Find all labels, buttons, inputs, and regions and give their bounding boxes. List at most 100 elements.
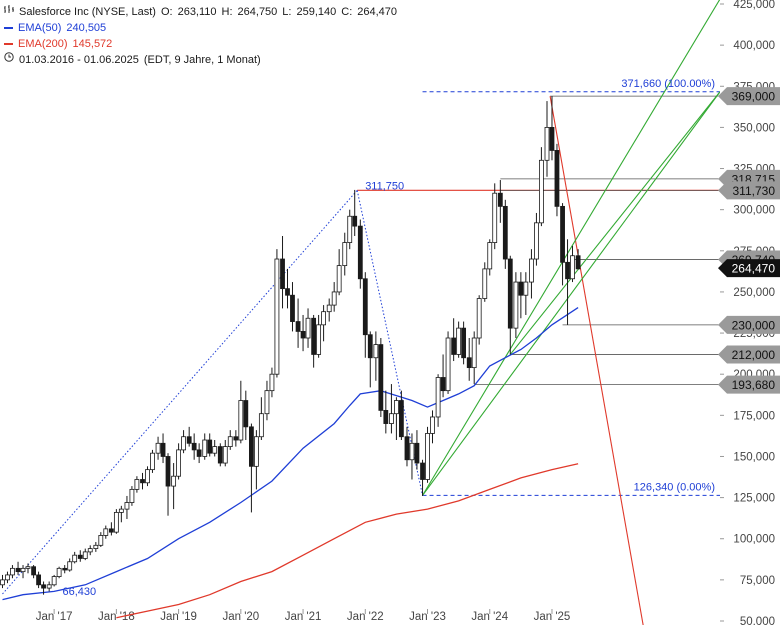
- y-tick-label: 300,000: [733, 205, 775, 217]
- candle-body: [554, 150, 560, 207]
- candle-body: [25, 566, 31, 569]
- candle-body: [461, 327, 467, 359]
- candle-body: [253, 436, 259, 467]
- price-marker-label-bg: [718, 181, 780, 200]
- candle-body: [347, 215, 353, 243]
- annotation-label: 66,430: [62, 586, 96, 598]
- ema50-value: 240,505: [66, 22, 107, 34]
- candle-body: [362, 278, 368, 336]
- candle-body: [367, 334, 373, 359]
- candle-body: [466, 357, 472, 369]
- x-tick-label: Jan '22: [347, 611, 384, 623]
- price-marker-label: 230,000: [732, 318, 776, 332]
- y-tick-label: 100,000: [733, 534, 775, 546]
- candle-body: [191, 442, 197, 451]
- close-label: C:: [341, 6, 353, 18]
- y-tick-label: 125,000: [733, 493, 775, 505]
- price-marker-label-bg: [718, 87, 780, 106]
- price-marker-label-bg: [718, 375, 780, 394]
- candle-body: [378, 344, 384, 411]
- ema50-line: [2, 307, 579, 601]
- candle-body: [398, 400, 404, 438]
- y-tick-label: 50,000: [740, 616, 775, 625]
- x-tick-label: Jan '21: [285, 611, 322, 623]
- ema200-value: 145,572: [72, 38, 113, 50]
- candle-body: [534, 222, 539, 260]
- candle-body: [36, 574, 41, 586]
- legend: Salesforce Inc (NYSE, Last) O: 263,110 H:…: [4, 4, 397, 68]
- y-tick-label: 75,000: [740, 575, 775, 587]
- candle-body: [249, 426, 254, 467]
- candle-body: [82, 551, 88, 559]
- candle-body: [186, 436, 192, 444]
- candle-body: [129, 488, 135, 503]
- trendline: [509, 91, 720, 355]
- candle-body: [155, 442, 161, 454]
- open-value: 263,110: [177, 6, 217, 18]
- candle-body: [420, 462, 425, 480]
- last-price-label: 264,470: [732, 262, 776, 276]
- candle-body: [62, 567, 68, 571]
- candle-body: [357, 225, 363, 280]
- candle-body: [196, 449, 202, 457]
- candle-body: [274, 258, 280, 375]
- candle-body: [140, 479, 145, 484]
- x-tick-label: Jan '18: [98, 611, 135, 623]
- candle-body: [326, 304, 332, 313]
- ema200-label: EMA(200): [18, 38, 68, 50]
- candle-body: [492, 192, 498, 243]
- candle-body: [539, 159, 544, 224]
- candle-body: [176, 449, 181, 477]
- open-label: O:: [160, 6, 173, 18]
- candle-body: [217, 446, 223, 464]
- x-tick-label: Jan '19: [160, 611, 197, 623]
- candle-body: [15, 567, 21, 573]
- chart-title: Salesforce Inc (NYSE, Last): [19, 6, 156, 18]
- close-value: 264,470: [357, 6, 398, 18]
- high-label: H:: [221, 6, 233, 18]
- candle-body: [471, 337, 477, 369]
- candle-body: [435, 377, 441, 418]
- candle-body: [238, 400, 244, 441]
- candle-body: [482, 268, 488, 299]
- trendline: [2, 190, 358, 595]
- candle-body: [383, 409, 389, 424]
- candle-body: [440, 377, 446, 392]
- ema200-swatch: [4, 43, 13, 45]
- candle-body: [414, 442, 420, 464]
- candle-body: [202, 439, 208, 457]
- candle-body: [222, 446, 228, 464]
- fib-label: 126,340 (0.00%): [634, 481, 715, 493]
- candle-body: [145, 469, 150, 484]
- candle-body: [560, 205, 565, 263]
- candle-body: [487, 242, 493, 270]
- candle-body: [389, 413, 394, 424]
- legend-ema50-row: EMA(50) 240,505: [4, 20, 397, 36]
- date-range: 01.03.2016 - 01.06.2025: [19, 54, 139, 66]
- candle-body: [352, 215, 358, 227]
- candle-body: [108, 528, 114, 533]
- candle-body: [311, 317, 317, 355]
- candle-body: [67, 561, 73, 571]
- candle-body: [404, 436, 410, 461]
- candle-body: [31, 566, 37, 576]
- candle-body: [331, 291, 337, 306]
- candle-body: [290, 294, 295, 322]
- candle-body: [451, 337, 457, 355]
- candle-body: [171, 475, 177, 487]
- date-range-note: (EDT, 9 Jahre, 1 Monat): [143, 54, 261, 66]
- price-marker-label: 193,680: [732, 378, 776, 392]
- candle-body: [409, 442, 415, 461]
- candle-body: [425, 433, 430, 480]
- candle-body: [87, 548, 93, 553]
- bar-chart-icon: [4, 4, 14, 20]
- candle-body: [544, 127, 550, 161]
- legend-title-row: Salesforce Inc (NYSE, Last) O: 263,110 H:…: [4, 4, 397, 20]
- y-tick-label: 250,000: [733, 287, 775, 299]
- candle-body: [456, 327, 462, 355]
- candle-body: [160, 442, 166, 457]
- high-value: 264,750: [237, 6, 278, 18]
- candle-body: [258, 413, 264, 438]
